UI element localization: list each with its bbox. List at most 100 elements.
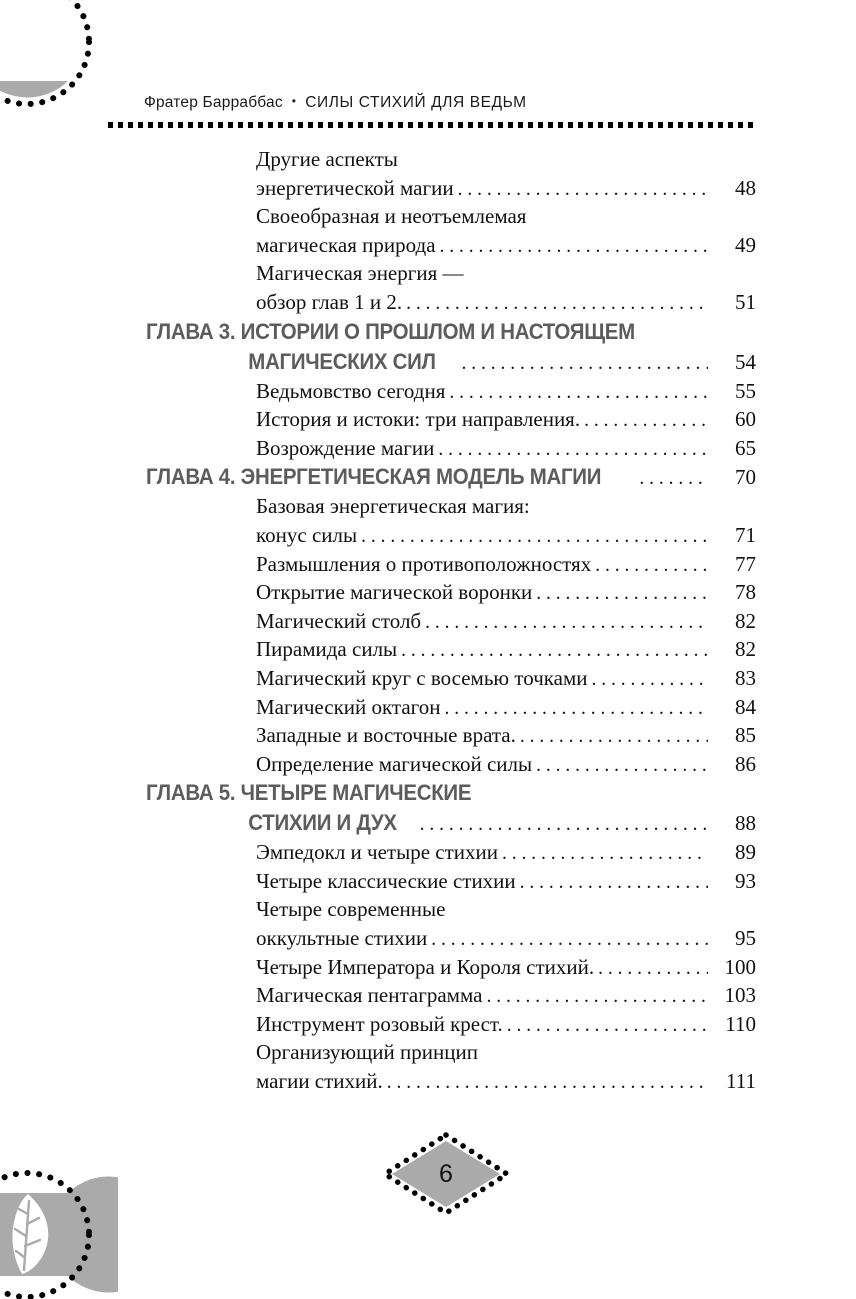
toc-leader-dots [449, 383, 708, 399]
toc-entry-row[interactable]: Магический круг с восемью точками 83 [146, 666, 756, 695]
toc-leader-dots [440, 237, 708, 253]
header-dotted-rule [108, 122, 756, 128]
toc-leader-dots [461, 354, 708, 370]
toc-entry-row[interactable]: Магический столб 82 [146, 609, 756, 638]
toc-leader-dots [425, 613, 708, 629]
toc-entry-label: конус силы [256, 522, 358, 547]
toc-page-number: 82 [735, 608, 756, 633]
toc-entry-row[interactable]: Пирамида силы 82 [146, 637, 756, 666]
toc-entry-row[interactable]: Организующий принцип [146, 1040, 756, 1069]
toc-chapter-row[interactable]: ГЛАВА 4. ЭНЕРГЕТИЧЕСКАЯ МОДЕЛЬ МАГИИ 70 [146, 464, 756, 494]
toc-leader-dots [530, 207, 708, 223]
toc-leader-dots [584, 411, 708, 427]
toc-leader-dots [598, 959, 708, 975]
toc-entry-row[interactable]: Ведьмовство сегодня 55 [146, 379, 756, 408]
toc-page-number: 88 [735, 811, 756, 836]
toc-leader-dots [458, 180, 708, 196]
toc-entry-row[interactable]: Магическая энергия — [146, 261, 756, 290]
toc-entry-label: ГЛАВА 5. ЧЕТЫРЕ МАГИЧЕСКИЕ [146, 780, 472, 806]
toc-leader-dots [449, 900, 708, 916]
toc-entry-label: Размышления о противоположностях [256, 551, 592, 576]
toc-leader-dots [507, 1016, 708, 1032]
toc-page-number: 85 [735, 723, 756, 748]
toc-entry-row[interactable]: Возрождение магии 65 [146, 436, 756, 465]
toc-leader-dots [592, 670, 708, 686]
toc-leader-dots [520, 873, 708, 889]
toc-entry-row[interactable]: Инструмент розовый крест. 110 [146, 1012, 756, 1041]
toc-chapter-row[interactable]: ГЛАВА 5. ЧЕТЫРЕ МАГИЧЕСКИЕ [146, 780, 756, 810]
toc-leader-dots [401, 641, 708, 657]
toc-leader-dots [406, 294, 708, 310]
toc-entry-label: Четыре Императора и Короля стихий. [256, 954, 595, 979]
toc-entry-label: магии стихий. [256, 1069, 383, 1094]
toc-entry-row[interactable]: оккультные стихии 95 [146, 926, 756, 955]
toc-entry-label: Магическая пентаграмма [256, 983, 483, 1008]
toc-page-number: 86 [735, 751, 756, 776]
toc-leader-dots [468, 264, 708, 280]
toc-entry-label: Магический столб [256, 608, 422, 633]
toc-entry-row[interactable]: энергетической магии 48 [146, 176, 756, 205]
toc-entry-row[interactable]: магическая природа 49 [146, 233, 756, 262]
toc-entry-label: магическая природа [256, 232, 436, 257]
running-head-book-title: СИЛЫ СТИХИЙ ДЛЯ ВЕДЬМ [305, 94, 527, 111]
toc-leader-dots [486, 987, 708, 1003]
toc-page-number: 95 [735, 926, 756, 951]
toc-chapter-row[interactable]: СТИХИИ И ДУХ 88 [146, 810, 756, 840]
toc-leader-dots [639, 469, 708, 485]
toc-entry-row[interactable]: Магическая пентаграмма 103 [146, 983, 756, 1012]
toc-entry-row[interactable]: Размышления о противоположностях 77 [146, 552, 756, 581]
toc-leader-dots [445, 699, 708, 715]
toc-entry-label: Четыре классические стихии [256, 868, 516, 893]
toc-entry-row[interactable]: История и истоки: три направления. 60 [146, 407, 756, 436]
toc-entry-row[interactable]: Базовая энергетическая магия: [146, 494, 756, 523]
toc-entry-label: Эмпедокл и четыре стихии [256, 840, 498, 865]
toc-page-number: 48 [735, 175, 756, 200]
toc-entry-label: обзор глав 1 и 2. [256, 289, 403, 314]
toc-entry-row[interactable]: Четыре классические стихии 93 [146, 869, 756, 898]
toc-entry-label: Магический октагон [256, 694, 441, 719]
toc-leader-dots [402, 150, 708, 166]
toc-page-number: 78 [735, 580, 756, 605]
toc-entry-label: МАГИЧЕСКИХ СИЛ [248, 348, 436, 374]
toc-entry-label: Магическая энергия — [256, 261, 464, 286]
toc-page-number: 55 [735, 378, 756, 403]
toc-leader-dots [534, 497, 708, 513]
toc-entry-label: СТИХИИ И ДУХ [248, 810, 397, 836]
toc-entry-label: Возрождение магии [256, 435, 435, 460]
toc-entry-row[interactable]: Открытие магической воронки 78 [146, 580, 756, 609]
folio-badge: 6 [379, 1131, 513, 1217]
toc-page-number: 111 [726, 1069, 756, 1094]
toc-entry-row[interactable]: Западные и восточные врата. 85 [146, 723, 756, 752]
toc-entry-label: Организующий принцип [256, 1040, 478, 1065]
toc-entry-row[interactable]: Магический октагон 84 [146, 695, 756, 724]
toc-entry-row[interactable]: Своеобразная и неотъемлемая [146, 204, 756, 233]
toc-entry-label: Инструмент розовый крест. [256, 1011, 503, 1036]
running-head-separator: • [291, 94, 297, 108]
running-head: Фратер Барраббас • СИЛЫ СТИХИЙ ДЛЯ ВЕДЬМ [144, 94, 527, 112]
toc-entry-row[interactable]: обзор глав 1 и 2. 51 [146, 290, 756, 319]
toc-entry-label: История и истоки: три направления. [256, 407, 581, 432]
toc-chapter-row[interactable]: МАГИЧЕСКИХ СИЛ 54 [146, 349, 756, 379]
toc-entry-label: оккультные стихии [256, 926, 428, 951]
toc-entry-row[interactable]: Определение магической силы 86 [146, 752, 756, 781]
toc-entry-row[interactable]: магии стихий. 111 [146, 1069, 756, 1098]
toc-leader-dots [420, 815, 708, 831]
toc-leader-dots [431, 930, 708, 946]
toc-entry-row[interactable]: Эмпедокл и четыре стихии 89 [146, 840, 756, 869]
toc-chapter-row[interactable]: ГЛАВА 3. ИСТОРИИ О ПРОШЛОМ И НАСТОЯЩЕМ [146, 319, 756, 349]
toc-leader-dots [387, 1073, 708, 1089]
toc-page-number: 70 [735, 465, 756, 490]
toc-leader-dots [520, 727, 708, 743]
toc-page-number: 51 [735, 289, 756, 314]
toc-entry-row[interactable]: Другие аспекты [146, 147, 756, 176]
toc-entry-label: энергетической магии [256, 175, 454, 200]
table-of-contents: Другие аспекты энергетической магии 48 Свое… [146, 147, 756, 1098]
toc-entry-row[interactable]: Четыре Императора и Короля стихий. 100 [146, 955, 756, 984]
toc-entry-label: Открытие магической воронки [256, 580, 533, 605]
toc-entry-row[interactable]: Четыре современные [146, 897, 756, 926]
toc-entry-row[interactable]: конус силы 71 [146, 523, 756, 552]
toc-leader-dots [536, 584, 708, 600]
toc-page-number: 65 [735, 435, 756, 460]
toc-entry-label: Западные и восточные врата. [256, 723, 516, 748]
toc-leader-dots [676, 323, 708, 339]
